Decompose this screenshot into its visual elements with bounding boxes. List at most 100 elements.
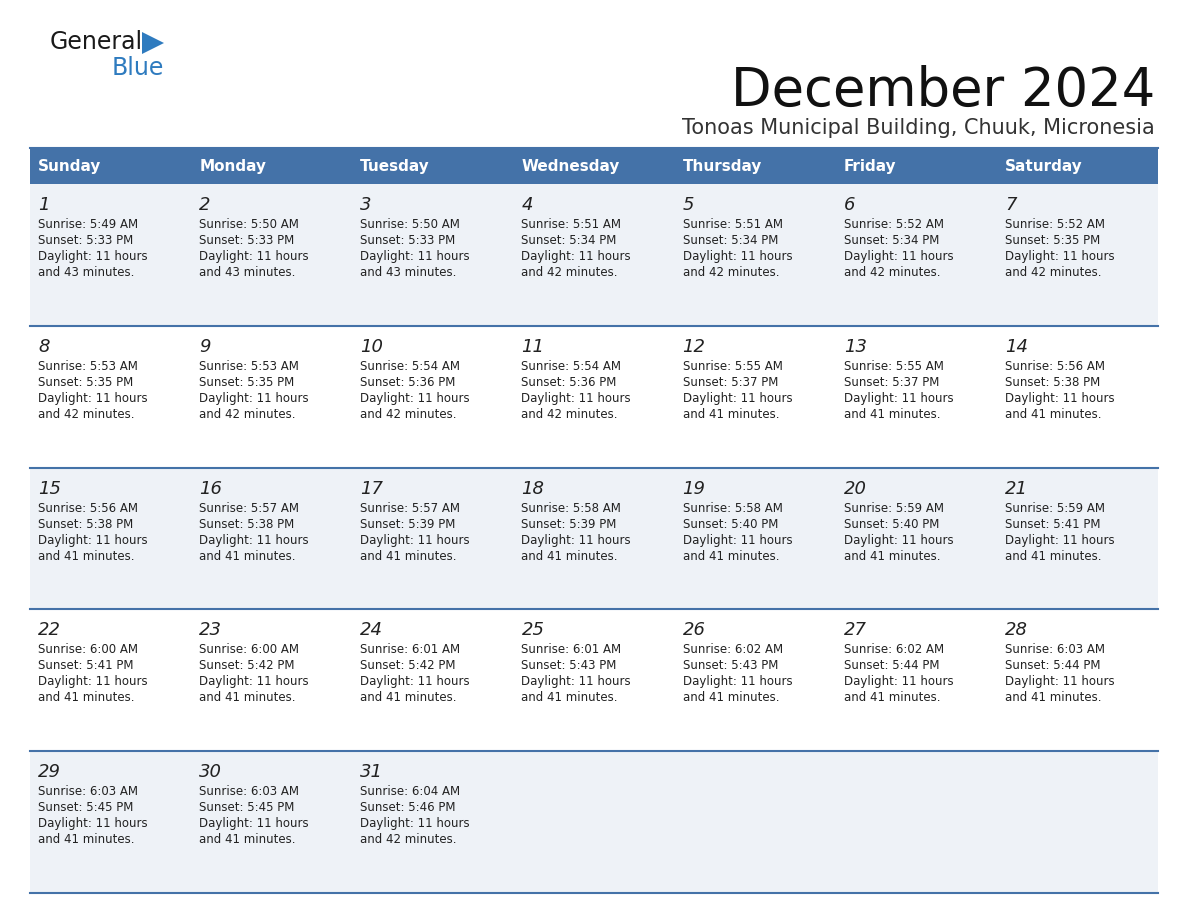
Text: 16: 16 — [200, 479, 222, 498]
Text: Sunset: 5:41 PM: Sunset: 5:41 PM — [38, 659, 133, 672]
Text: Sunrise: 6:03 AM: Sunrise: 6:03 AM — [38, 785, 138, 798]
Text: 25: 25 — [522, 621, 544, 640]
Text: 5: 5 — [683, 196, 694, 214]
Text: 11: 11 — [522, 338, 544, 356]
Text: and 42 minutes.: and 42 minutes. — [522, 408, 618, 420]
Text: Sunrise: 5:57 AM: Sunrise: 5:57 AM — [360, 501, 460, 515]
Text: Sunset: 5:38 PM: Sunset: 5:38 PM — [1005, 375, 1100, 389]
Text: Sunset: 5:43 PM: Sunset: 5:43 PM — [683, 659, 778, 672]
Text: Sunrise: 5:55 AM: Sunrise: 5:55 AM — [683, 360, 783, 373]
Text: Sunrise: 5:59 AM: Sunrise: 5:59 AM — [843, 501, 943, 515]
Text: 7: 7 — [1005, 196, 1017, 214]
Text: 23: 23 — [200, 621, 222, 640]
Text: Sunrise: 5:52 AM: Sunrise: 5:52 AM — [1005, 218, 1105, 231]
Text: Daylight: 11 hours: Daylight: 11 hours — [200, 250, 309, 263]
Bar — [30, 751, 1158, 893]
Text: 14: 14 — [1005, 338, 1028, 356]
Bar — [30, 467, 1158, 610]
Text: Sunrise: 5:51 AM: Sunrise: 5:51 AM — [683, 218, 783, 231]
Text: and 41 minutes.: and 41 minutes. — [360, 550, 456, 563]
Text: and 43 minutes.: and 43 minutes. — [360, 266, 456, 279]
Text: 12: 12 — [683, 338, 706, 356]
Text: Daylight: 11 hours: Daylight: 11 hours — [843, 533, 953, 546]
Text: General: General — [50, 30, 143, 54]
Text: Sunset: 5:36 PM: Sunset: 5:36 PM — [522, 375, 617, 389]
Text: Sunrise: 5:59 AM: Sunrise: 5:59 AM — [1005, 501, 1105, 515]
Text: Sunset: 5:36 PM: Sunset: 5:36 PM — [360, 375, 456, 389]
Text: 29: 29 — [38, 763, 61, 781]
Text: and 42 minutes.: and 42 minutes. — [683, 266, 779, 279]
Text: and 41 minutes.: and 41 minutes. — [38, 550, 134, 563]
Text: Sunrise: 5:49 AM: Sunrise: 5:49 AM — [38, 218, 138, 231]
Text: Sunset: 5:40 PM: Sunset: 5:40 PM — [843, 518, 939, 531]
Text: Sunset: 5:33 PM: Sunset: 5:33 PM — [360, 234, 455, 247]
Text: Sunrise: 5:56 AM: Sunrise: 5:56 AM — [1005, 360, 1105, 373]
Text: Sunset: 5:37 PM: Sunset: 5:37 PM — [683, 375, 778, 389]
Text: Tuesday: Tuesday — [360, 159, 430, 174]
Text: and 41 minutes.: and 41 minutes. — [843, 550, 940, 563]
Text: Daylight: 11 hours: Daylight: 11 hours — [360, 817, 470, 830]
Text: 19: 19 — [683, 479, 706, 498]
Text: 26: 26 — [683, 621, 706, 640]
Text: 20: 20 — [843, 479, 867, 498]
Text: Sunset: 5:45 PM: Sunset: 5:45 PM — [38, 801, 133, 814]
Text: Sunset: 5:44 PM: Sunset: 5:44 PM — [1005, 659, 1100, 672]
Text: and 42 minutes.: and 42 minutes. — [843, 266, 940, 279]
Text: Sunrise: 5:53 AM: Sunrise: 5:53 AM — [200, 360, 299, 373]
Text: and 43 minutes.: and 43 minutes. — [38, 266, 134, 279]
Text: Sunrise: 5:55 AM: Sunrise: 5:55 AM — [843, 360, 943, 373]
Text: and 41 minutes.: and 41 minutes. — [360, 691, 456, 704]
Text: Daylight: 11 hours: Daylight: 11 hours — [1005, 676, 1114, 688]
Text: 15: 15 — [38, 479, 61, 498]
Text: and 42 minutes.: and 42 minutes. — [522, 266, 618, 279]
Text: Sunset: 5:42 PM: Sunset: 5:42 PM — [360, 659, 456, 672]
Text: Thursday: Thursday — [683, 159, 762, 174]
Text: and 41 minutes.: and 41 minutes. — [522, 691, 618, 704]
Text: Sunset: 5:38 PM: Sunset: 5:38 PM — [200, 518, 295, 531]
Text: Daylight: 11 hours: Daylight: 11 hours — [200, 817, 309, 830]
Text: Daylight: 11 hours: Daylight: 11 hours — [38, 392, 147, 405]
Text: Daylight: 11 hours: Daylight: 11 hours — [360, 250, 470, 263]
Text: and 41 minutes.: and 41 minutes. — [1005, 691, 1101, 704]
Text: Sunset: 5:46 PM: Sunset: 5:46 PM — [360, 801, 456, 814]
Text: Daylight: 11 hours: Daylight: 11 hours — [1005, 533, 1114, 546]
Text: Sunset: 5:44 PM: Sunset: 5:44 PM — [843, 659, 940, 672]
Bar — [30, 148, 191, 184]
Text: Wednesday: Wednesday — [522, 159, 620, 174]
Bar — [191, 148, 353, 184]
Text: and 41 minutes.: and 41 minutes. — [683, 408, 779, 420]
Text: Sunrise: 5:57 AM: Sunrise: 5:57 AM — [200, 501, 299, 515]
Text: 18: 18 — [522, 479, 544, 498]
Text: and 42 minutes.: and 42 minutes. — [38, 408, 134, 420]
Text: 9: 9 — [200, 338, 210, 356]
Text: and 41 minutes.: and 41 minutes. — [1005, 408, 1101, 420]
Text: Daylight: 11 hours: Daylight: 11 hours — [38, 250, 147, 263]
Text: Daylight: 11 hours: Daylight: 11 hours — [200, 533, 309, 546]
Text: Sunrise: 6:02 AM: Sunrise: 6:02 AM — [843, 644, 943, 656]
Bar — [835, 148, 997, 184]
Text: Sunrise: 6:00 AM: Sunrise: 6:00 AM — [200, 644, 299, 656]
Bar — [353, 148, 513, 184]
Text: Daylight: 11 hours: Daylight: 11 hours — [683, 392, 792, 405]
Text: Daylight: 11 hours: Daylight: 11 hours — [683, 533, 792, 546]
Bar — [513, 148, 675, 184]
Text: Daylight: 11 hours: Daylight: 11 hours — [522, 676, 631, 688]
Text: Monday: Monday — [200, 159, 266, 174]
Bar — [30, 184, 1158, 326]
Text: and 41 minutes.: and 41 minutes. — [1005, 550, 1101, 563]
Text: Sunset: 5:33 PM: Sunset: 5:33 PM — [38, 234, 133, 247]
Text: 27: 27 — [843, 621, 867, 640]
Text: and 42 minutes.: and 42 minutes. — [1005, 266, 1101, 279]
Text: 17: 17 — [360, 479, 384, 498]
Text: 31: 31 — [360, 763, 384, 781]
Text: Daylight: 11 hours: Daylight: 11 hours — [360, 676, 470, 688]
Text: Sunrise: 5:50 AM: Sunrise: 5:50 AM — [200, 218, 299, 231]
Text: Sunrise: 5:54 AM: Sunrise: 5:54 AM — [522, 360, 621, 373]
Text: and 41 minutes.: and 41 minutes. — [200, 550, 296, 563]
Text: Sunrise: 6:04 AM: Sunrise: 6:04 AM — [360, 785, 461, 798]
Text: Sunset: 5:33 PM: Sunset: 5:33 PM — [200, 234, 295, 247]
Text: Daylight: 11 hours: Daylight: 11 hours — [522, 250, 631, 263]
Text: Sunrise: 5:54 AM: Sunrise: 5:54 AM — [360, 360, 460, 373]
Text: Sunday: Sunday — [38, 159, 101, 174]
Text: Daylight: 11 hours: Daylight: 11 hours — [683, 676, 792, 688]
